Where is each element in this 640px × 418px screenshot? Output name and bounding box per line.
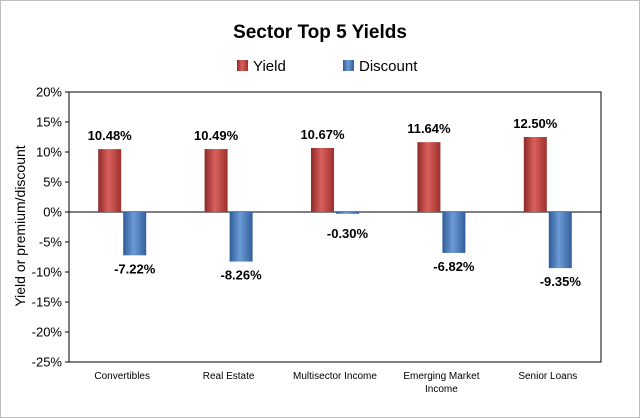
data-labels: 10.48% -7.22% 10.49% -8.26% 10.67% -0.30% 11.6… — [88, 116, 582, 289]
y-tick-label: 20% — [36, 85, 62, 100]
yield-bar — [311, 147, 334, 212]
yield-data-label: 10.48% — [88, 128, 133, 143]
yield-data-label: 10.49% — [194, 128, 239, 143]
x-tick-label: Senior Loans — [518, 371, 577, 382]
yield-data-label: 10.67% — [300, 127, 345, 142]
axes: -25% -20% -15% -10% -5% 0% 5% 10% 15% 20% Converti… — [32, 85, 602, 395]
x-tick-label: Income — [425, 384, 458, 395]
chart-title: Sector Top 5 Yields — [233, 22, 407, 43]
yield-bar — [98, 149, 122, 212]
x-tick-label: Convertibles — [94, 371, 150, 382]
legend-label-yield: Yield — [253, 58, 286, 75]
discount-data-label: -9.35% — [540, 274, 582, 289]
yield-data-label: 12.50% — [513, 116, 558, 131]
discount-data-label: -8.26% — [220, 268, 262, 283]
plot-area-border — [68, 91, 602, 363]
legend: Yield Discount — [237, 58, 418, 75]
y-tick-label: 15% — [36, 115, 62, 130]
y-tick-label: 10% — [36, 145, 62, 160]
discount-bar — [336, 212, 359, 214]
x-tick-label: Emerging Market — [403, 371, 479, 382]
y-tick-label: 0% — [43, 205, 62, 220]
discount-data-label: -0.30% — [327, 226, 369, 241]
discount-bar — [548, 212, 572, 269]
legend-label-discount: Discount — [359, 58, 418, 75]
y-tick-label: -25% — [32, 355, 63, 370]
discount-bar — [229, 212, 253, 262]
discount-bar — [442, 212, 466, 253]
legend-swatch-discount — [343, 60, 354, 71]
yield-bar — [204, 149, 228, 212]
y-axis-label: Yield or premium/discount — [12, 145, 28, 306]
y-tick-label: -5% — [39, 235, 63, 250]
yield-data-label: 11.64% — [407, 121, 451, 136]
discount-bar — [123, 212, 147, 256]
yield-bar — [523, 137, 547, 212]
x-tick-label: Real Estate — [203, 371, 255, 382]
x-tick-label: Multisector Income — [293, 371, 377, 382]
y-tick-label: -15% — [32, 295, 63, 310]
bars — [98, 137, 572, 269]
discount-data-label: -6.82% — [433, 259, 475, 274]
y-tick-label: 5% — [43, 175, 62, 190]
y-tick-label: -20% — [32, 325, 63, 340]
legend-swatch-yield — [237, 60, 248, 71]
yield-bar — [417, 142, 441, 212]
y-tick-label: -10% — [32, 265, 63, 280]
discount-data-label: -7.22% — [114, 261, 156, 276]
